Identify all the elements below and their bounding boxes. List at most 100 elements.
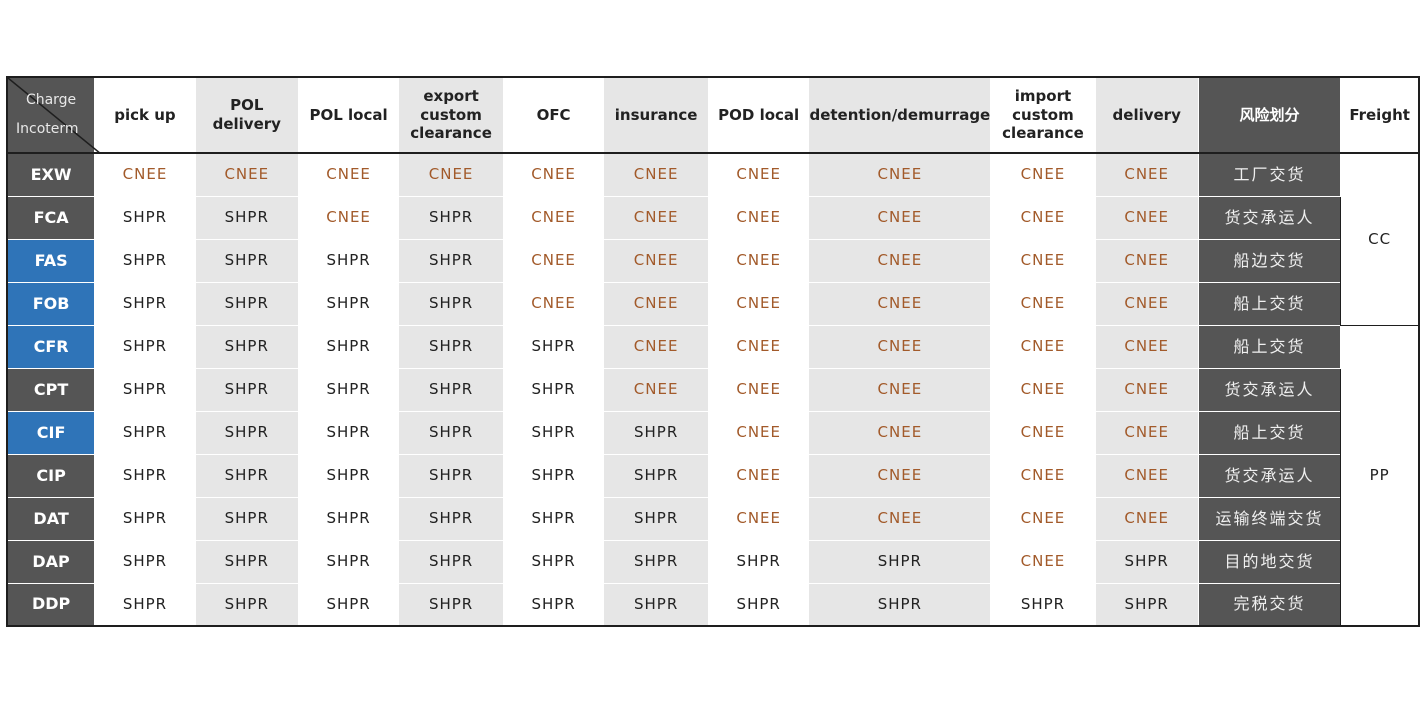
party-cell: SHPR xyxy=(502,539,605,584)
party-cell: SHPR xyxy=(502,453,605,498)
party-cell: SHPR xyxy=(502,582,605,627)
party-cell: CNEE xyxy=(808,195,992,240)
risk-cell: 货交承运人 xyxy=(1197,195,1342,240)
party-cell: CNEE xyxy=(603,367,709,412)
party-cell: CNEE xyxy=(603,324,709,369)
party-cell: CNEE xyxy=(990,238,1096,283)
incoterm-cell: DAT xyxy=(6,496,96,541)
party-cell: SHPR xyxy=(297,410,400,455)
party-cell: SHPR xyxy=(603,410,709,455)
col-header: export custom clearance xyxy=(398,76,504,154)
risk-cell: 船上交货 xyxy=(1197,281,1342,326)
party-cell: CNEE xyxy=(1094,453,1199,498)
party-cell: CNEE xyxy=(808,367,992,412)
party-cell: SHPR xyxy=(297,453,400,498)
risk-cell: 货交承运人 xyxy=(1197,367,1342,412)
incoterm-cell: CPT xyxy=(6,367,96,412)
table-row: DAT SHPR SHPR SHPR SHPR SHPR SHPR CNEE CNEE CNEE C… xyxy=(6,496,1419,541)
party-cell: SHPR xyxy=(94,324,196,369)
table-row: FOB SHPR SHPR SHPR SHPR CNEE CNEE CNEE CNEE CNEE C… xyxy=(6,281,1419,326)
party-cell: CNEE xyxy=(707,238,810,283)
party-cell: SHPR xyxy=(94,195,196,240)
party-cell: SHPR xyxy=(297,582,400,627)
party-cell: CNEE xyxy=(990,281,1096,326)
party-cell: CNEE xyxy=(1094,410,1199,455)
party-cell: CNEE xyxy=(297,152,400,197)
party-cell: CNEE xyxy=(94,152,196,197)
col-header: detention/demurrage xyxy=(808,76,992,154)
risk-header: 风险划分 xyxy=(1197,76,1342,154)
party-cell: SHPR xyxy=(502,324,605,369)
party-cell: SHPR xyxy=(398,367,504,412)
table-row: FAS SHPR SHPR SHPR SHPR CNEE CNEE CNEE CNEE CNEE C… xyxy=(6,238,1419,283)
corner-incoterm-label: Incoterm xyxy=(16,120,79,137)
incoterm-cell: CFR xyxy=(6,324,96,369)
header-row: Charge Incoterm pick up POL delivery POL… xyxy=(6,76,1420,154)
corner-header: Charge Incoterm xyxy=(6,76,101,154)
party-cell: SHPR xyxy=(398,582,504,627)
party-cell: SHPR xyxy=(94,539,196,584)
party-cell: CNEE xyxy=(808,281,992,326)
incoterm-cell: FAS xyxy=(6,238,96,283)
party-cell: SHPR xyxy=(94,410,196,455)
risk-cell: 货交承运人 xyxy=(1197,453,1342,498)
risk-cell: 船上交货 xyxy=(1197,410,1342,455)
incoterm-cell: CIP xyxy=(6,453,96,498)
party-cell: CNEE xyxy=(990,539,1096,584)
table-row: CFR SHPR SHPR SHPR SHPR SHPR CNEE CNEE CNEE CNEE C… xyxy=(6,324,1420,627)
party-cell: SHPR xyxy=(990,582,1096,627)
party-cell: SHPR xyxy=(194,281,299,326)
freight-cell: PP xyxy=(1340,324,1420,627)
party-cell: CNEE xyxy=(603,195,709,240)
party-cell: CNEE xyxy=(707,324,810,369)
party-cell: SHPR xyxy=(603,539,709,584)
party-cell: SHPR xyxy=(603,453,709,498)
freight-cell: CC xyxy=(1340,152,1420,326)
incoterm-cell: CIF xyxy=(6,410,96,455)
table-row: EXW CNEE CNEE CNEE CNEE CNEE CNEE CNEE CNEE CNEE C… xyxy=(6,152,1420,326)
party-cell: SHPR xyxy=(194,453,299,498)
party-cell: SHPR xyxy=(603,496,709,541)
party-cell: SHPR xyxy=(398,453,504,498)
risk-cell: 目的地交货 xyxy=(1197,539,1342,584)
table-row: CPT SHPR SHPR SHPR SHPR SHPR CNEE CNEE CNEE CNEE C… xyxy=(6,367,1419,412)
risk-cell: 船边交货 xyxy=(1197,238,1342,283)
party-cell: CNEE xyxy=(1094,238,1199,283)
table-row: DDP SHPR SHPR SHPR SHPR SHPR SHPR SHPR SHPR SHPR S… xyxy=(6,582,1419,627)
party-cell: SHPR xyxy=(297,324,400,369)
party-cell: CNEE xyxy=(707,367,810,412)
freight-header: Freight xyxy=(1340,76,1420,154)
col-header: pick up xyxy=(94,76,196,154)
party-cell: SHPR xyxy=(502,496,605,541)
party-cell: SHPR xyxy=(297,496,400,541)
party-cell: SHPR xyxy=(398,324,504,369)
party-cell: SHPR xyxy=(194,238,299,283)
party-cell: CNEE xyxy=(707,410,810,455)
party-cell: SHPR xyxy=(1094,582,1199,627)
party-cell: SHPR xyxy=(398,281,504,326)
incoterm-charge-table: Charge Incoterm pick up POL delivery POL… xyxy=(6,76,1420,627)
party-cell: CNEE xyxy=(707,152,810,197)
party-cell: CNEE xyxy=(808,324,992,369)
risk-cell: 运输终端交货 xyxy=(1197,496,1342,541)
party-cell: CNEE xyxy=(990,410,1096,455)
incoterm-cell: DAP xyxy=(6,539,96,584)
party-cell: CNEE xyxy=(990,324,1096,369)
col-header: POD local xyxy=(707,76,810,154)
party-cell: CNEE xyxy=(1094,367,1199,412)
party-cell: CNEE xyxy=(1094,195,1199,240)
party-cell: SHPR xyxy=(297,367,400,412)
party-cell: SHPR xyxy=(94,281,196,326)
party-cell: SHPR xyxy=(808,582,992,627)
corner-charge-label: Charge xyxy=(25,92,77,108)
party-cell: SHPR xyxy=(194,496,299,541)
risk-cell: 船上交货 xyxy=(1197,324,1342,369)
party-cell: CNEE xyxy=(808,410,992,455)
party-cell: SHPR xyxy=(94,238,196,283)
party-cell: SHPR xyxy=(502,367,605,412)
party-cell: CNEE xyxy=(194,152,299,197)
party-cell: SHPR xyxy=(194,195,299,240)
party-cell: CNEE xyxy=(398,152,504,197)
risk-cell: 工厂交货 xyxy=(1197,152,1342,197)
party-cell: CNEE xyxy=(502,281,605,326)
